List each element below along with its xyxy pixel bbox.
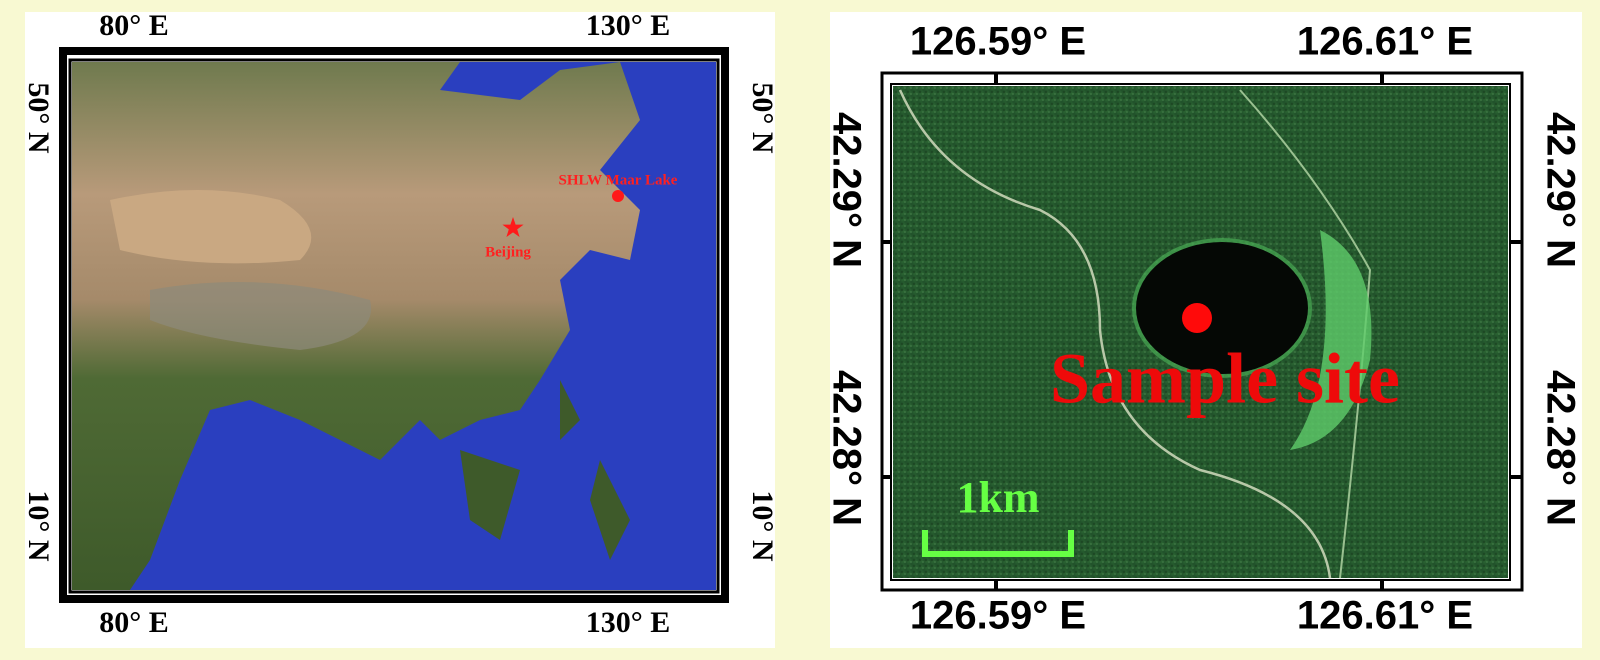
scale-label: 1km <box>956 473 1039 522</box>
desert <box>110 190 312 264</box>
lake <box>1136 242 1308 374</box>
scale-bar <box>922 530 1074 557</box>
y-label: 50° N <box>746 82 779 153</box>
y-label: 42.29° N <box>824 112 868 268</box>
lake-marker <box>612 190 624 202</box>
map-frame <box>59 47 729 603</box>
y-label: 42.28° N <box>824 370 868 526</box>
city-label: Beijing <box>485 244 531 260</box>
city-marker <box>502 217 524 238</box>
map-frame <box>68 58 720 594</box>
x-label: 130° E <box>586 606 671 639</box>
x-label: 126.59° E <box>910 594 1086 638</box>
map-frame <box>880 71 1524 592</box>
meadow <box>1290 230 1372 450</box>
x-label: 126.61° E <box>1297 20 1473 64</box>
sample-label: Sample site <box>1050 339 1400 419</box>
x-label: 126.61° E <box>1297 594 1473 638</box>
map-frame <box>890 83 1511 581</box>
y-label: 10° N <box>746 490 779 561</box>
y-label: 42.29° N <box>1538 112 1582 268</box>
y-label: 10° N <box>22 490 55 561</box>
road <box>898 89 1332 579</box>
y-label: 50° N <box>22 82 55 153</box>
sample-marker <box>1182 303 1212 333</box>
x-label: 80° E <box>99 606 169 639</box>
ticks <box>882 73 1522 590</box>
plateau <box>150 282 372 350</box>
x-label: 80° E <box>99 9 169 42</box>
x-label: 126.59° E <box>910 20 1086 64</box>
lake-label: SHLW Maar Lake <box>559 172 678 188</box>
x-label: 130° E <box>586 9 671 42</box>
y-label: 42.28° N <box>1538 370 1582 526</box>
road <box>1239 89 1372 579</box>
islands <box>460 380 630 560</box>
